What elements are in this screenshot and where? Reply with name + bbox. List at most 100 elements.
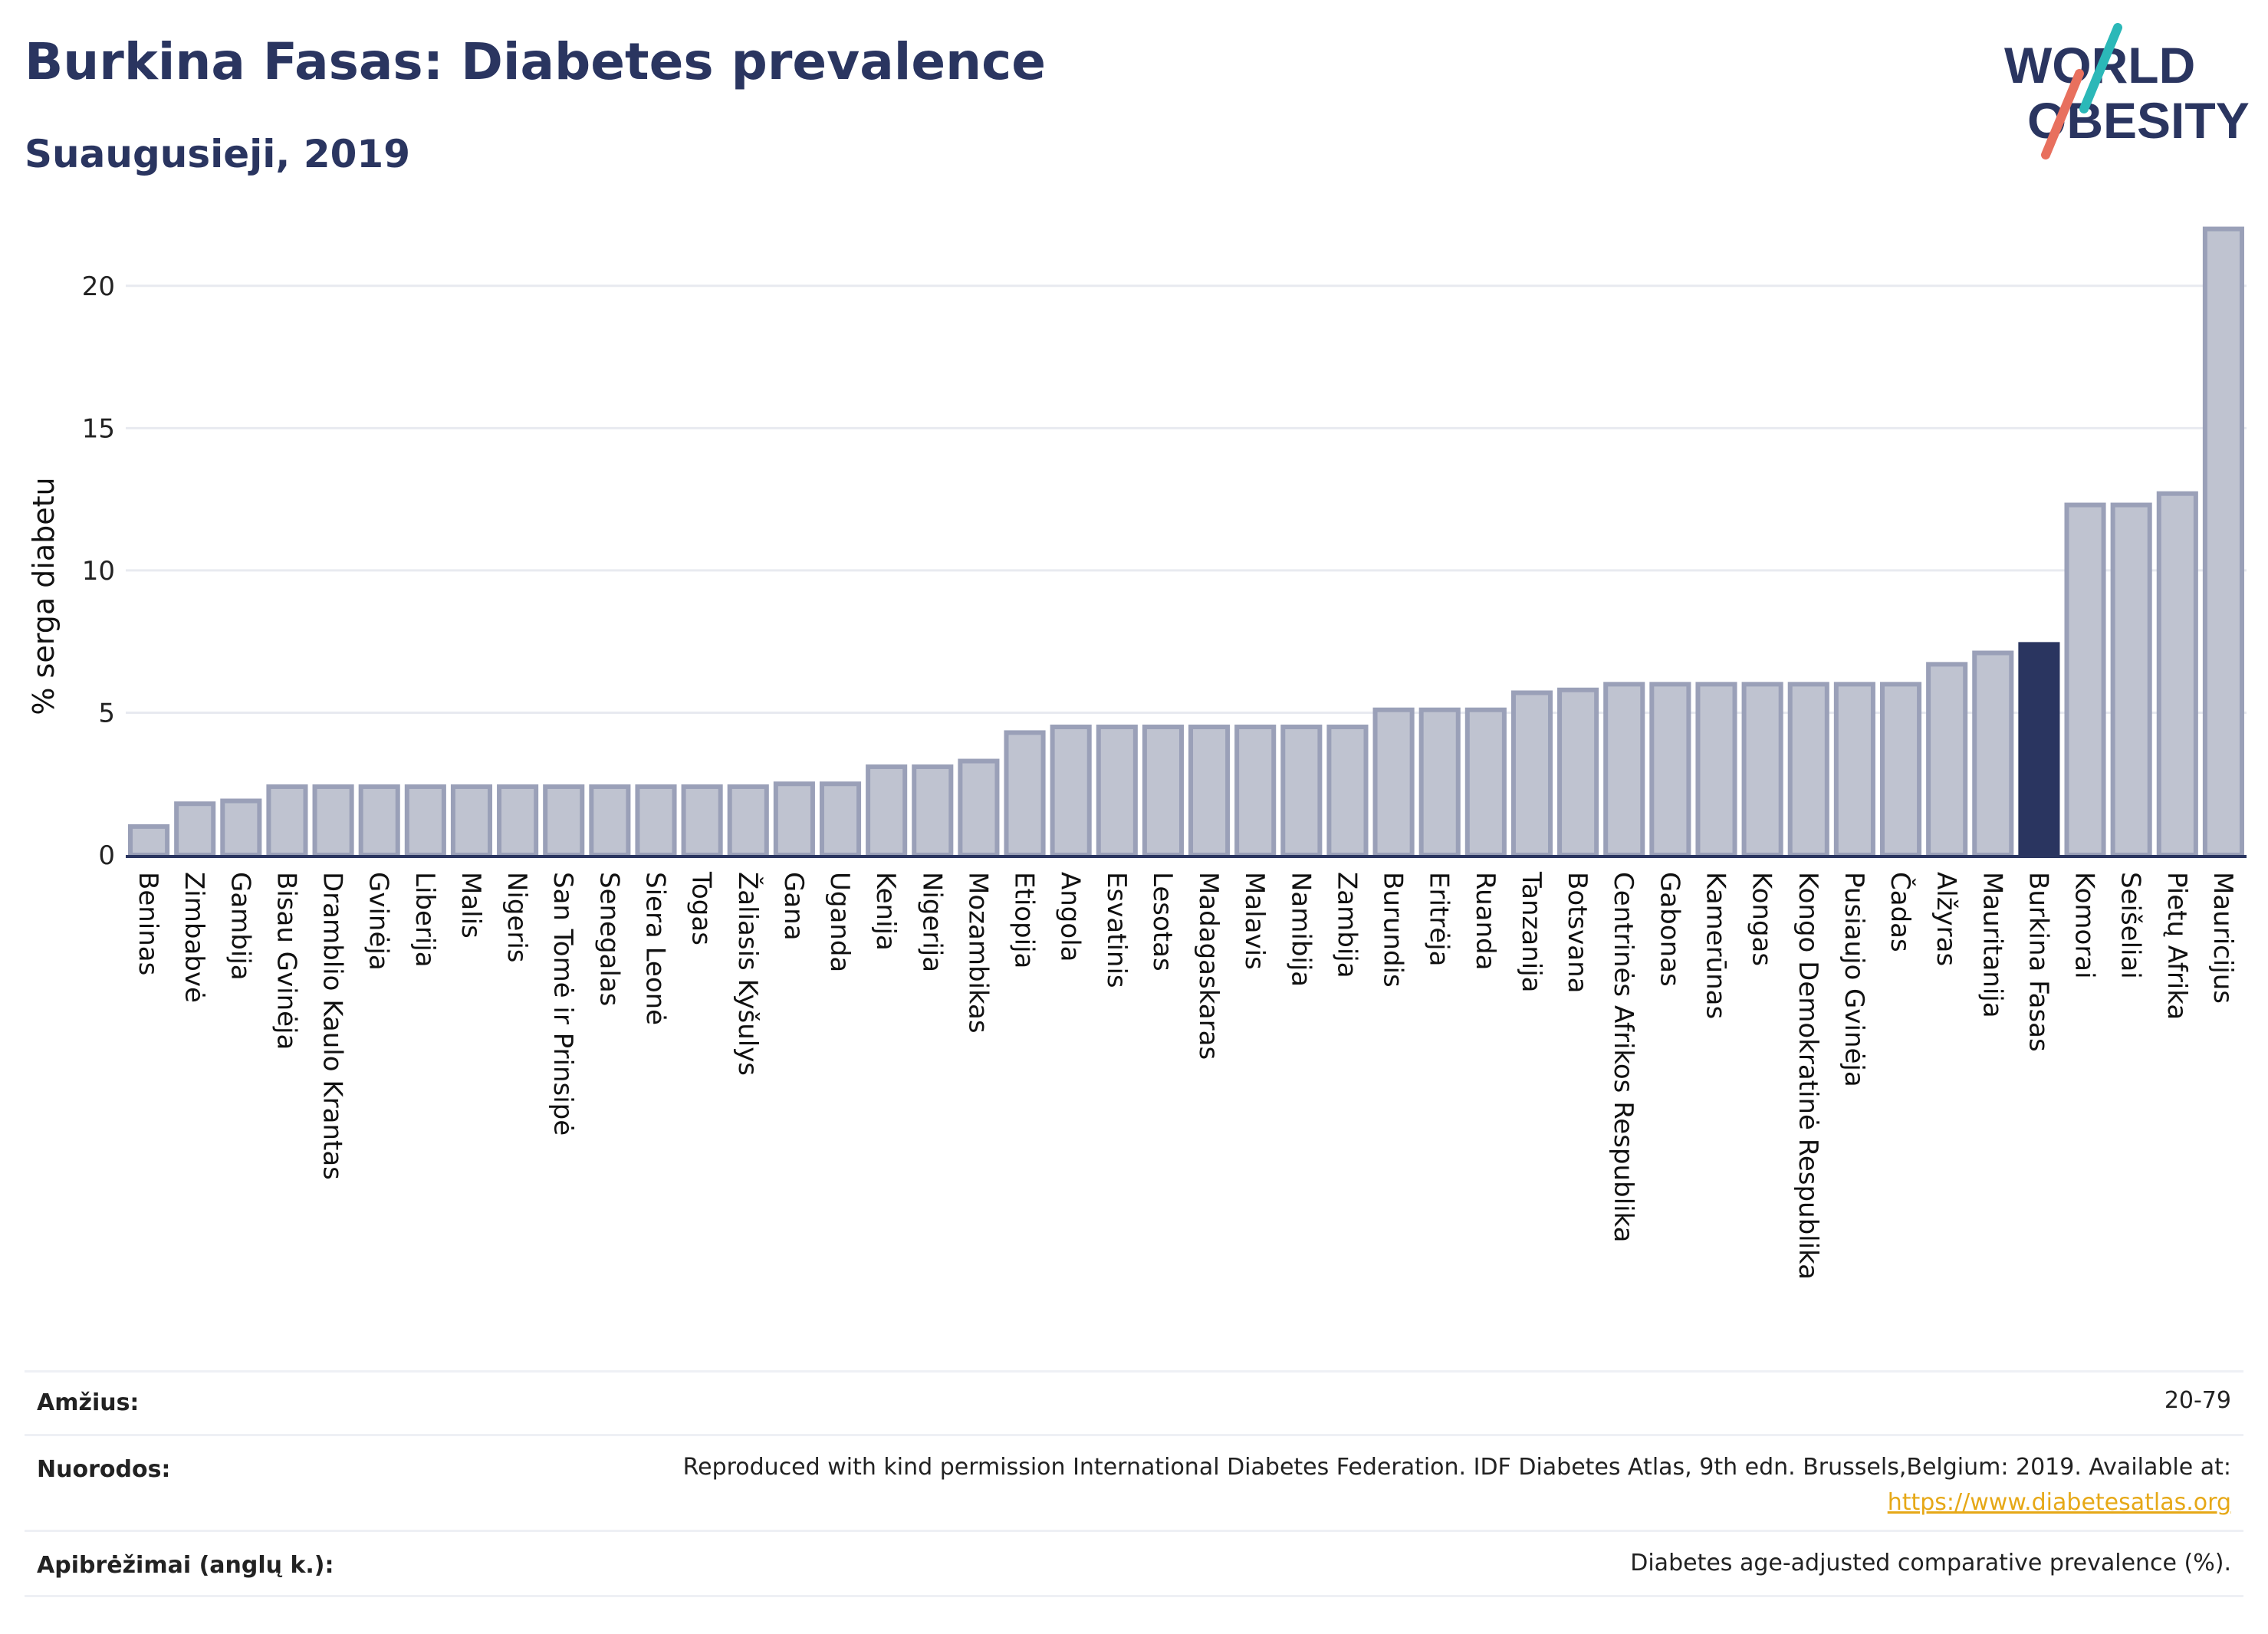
bar-8[interactable] bbox=[497, 784, 539, 858]
x-tick-label: Malavis bbox=[1239, 872, 1270, 970]
meta-divider bbox=[25, 1370, 2243, 1373]
bar-23[interactable] bbox=[1188, 725, 1231, 857]
x-tick-label: Tanzanija bbox=[1516, 871, 1547, 992]
x-tick-label: Gambija bbox=[225, 872, 255, 981]
bar-12[interactable] bbox=[681, 784, 723, 858]
x-tick-label: Etiopija bbox=[1009, 872, 1040, 968]
bar-6[interactable] bbox=[404, 784, 446, 858]
bar-11[interactable] bbox=[635, 784, 677, 858]
meta-divider bbox=[25, 1595, 2243, 1597]
age-value: 20-79 bbox=[2164, 1387, 2231, 1414]
x-tick-label: Nigerija bbox=[916, 872, 947, 972]
meta-row-refs: Nuorodos: Reproduced with kind permissio… bbox=[25, 1436, 2243, 1528]
x-tick-label: Angola bbox=[1055, 872, 1086, 962]
bar-28[interactable] bbox=[1418, 707, 1461, 857]
bars bbox=[128, 226, 2244, 858]
x-tick-label: Lesotas bbox=[1147, 872, 1178, 972]
refs-link[interactable]: https://www.diabetesatlas.org bbox=[1887, 1489, 2231, 1516]
bar-4[interactable] bbox=[312, 784, 354, 858]
bar-3[interactable] bbox=[266, 784, 308, 858]
bar-40[interactable] bbox=[1972, 650, 2014, 857]
bar-10[interactable] bbox=[589, 784, 631, 858]
bar-13[interactable] bbox=[727, 784, 769, 858]
bar-17[interactable] bbox=[912, 764, 954, 858]
bar-33[interactable] bbox=[1649, 682, 1691, 857]
bar-42[interactable] bbox=[2064, 502, 2106, 857]
x-tick-label: Beninas bbox=[133, 872, 163, 975]
x-tick-label: Siera Leonė bbox=[640, 872, 671, 1025]
bar-5[interactable] bbox=[358, 784, 400, 858]
refs-value: Reproduced with kind permission Internat… bbox=[682, 1454, 2231, 1481]
bar-45[interactable] bbox=[2202, 226, 2244, 857]
x-tick-label: Senegalas bbox=[593, 872, 624, 1006]
bar-chart: 0 5 10 15 20 Beninas Zimbabvė Gambija Bisau Gvi… bbox=[27, 226, 2247, 1280]
x-tick-label: Bisau Gvinėja bbox=[271, 872, 301, 1050]
x-tick-label: Uganda bbox=[824, 872, 855, 972]
bar-27[interactable] bbox=[1372, 707, 1415, 857]
x-tick-label: Burkina Fasas bbox=[2023, 872, 2053, 1052]
bar-36[interactable] bbox=[1787, 682, 1829, 857]
bar-7[interactable] bbox=[450, 784, 493, 858]
x-tick-label: Gabonas bbox=[1654, 872, 1685, 987]
x-tick-label: San Tomė ir Prinsipė bbox=[547, 872, 578, 1136]
x-tick-label: Komorai bbox=[2069, 872, 2100, 979]
meta-divider bbox=[25, 1434, 2243, 1436]
x-axis-labels: Beninas Zimbabvė Gambija Bisau Gvinėja Dramb… bbox=[133, 871, 2238, 1280]
bar-19[interactable] bbox=[1004, 730, 1046, 858]
bar-14[interactable] bbox=[773, 781, 815, 858]
bar-15[interactable] bbox=[819, 781, 862, 858]
x-tick-label: Seišeliai bbox=[2115, 872, 2146, 979]
x-tick-label: Mauricijus bbox=[2207, 872, 2238, 1004]
logo-stroke-teal bbox=[2079, 23, 2122, 113]
bar-34[interactable] bbox=[1695, 682, 1737, 857]
x-tick-label: Gvinėja bbox=[363, 872, 394, 971]
x-tick-label: Namibija bbox=[1285, 872, 1316, 987]
bar-18[interactable] bbox=[958, 758, 1000, 857]
x-tick-label: Esvatinis bbox=[1101, 872, 1132, 988]
bar-39[interactable] bbox=[1926, 662, 1968, 857]
bar-26[interactable] bbox=[1326, 725, 1369, 857]
defs-value: Diabetes age-adjusted comparative preval… bbox=[1630, 1550, 2231, 1576]
bar-43[interactable] bbox=[2110, 502, 2152, 857]
bar-29[interactable] bbox=[1464, 707, 1507, 857]
bar-22[interactable] bbox=[1142, 725, 1184, 857]
bar-30[interactable] bbox=[1510, 690, 1553, 858]
y-tick-label: 0 bbox=[98, 840, 115, 871]
age-label: Amžius: bbox=[37, 1389, 140, 1416]
x-tick-label: Pietų Afrika bbox=[2161, 872, 2192, 1020]
x-tick-label: Alžyras bbox=[1931, 872, 1961, 966]
bar-44[interactable] bbox=[2156, 491, 2198, 857]
y-tick-label: 15 bbox=[82, 413, 115, 444]
x-tick-label: Kongo Demokratinė Respublika bbox=[1793, 872, 1823, 1280]
x-tick-label: Čadas bbox=[1885, 872, 1916, 952]
bar-38[interactable] bbox=[1879, 682, 1922, 857]
x-tick-label: Madagaskaras bbox=[1193, 872, 1224, 1060]
bar-20[interactable] bbox=[1050, 725, 1092, 857]
x-tick-label: Zambija bbox=[1331, 872, 1362, 978]
x-tick-label: Togas bbox=[686, 871, 717, 945]
bar-2[interactable] bbox=[220, 798, 262, 857]
bar-1[interactable] bbox=[174, 801, 216, 857]
bar-25[interactable] bbox=[1280, 725, 1323, 857]
y-tick-label: 10 bbox=[82, 556, 115, 587]
x-tick-label: Mauritanija bbox=[1977, 872, 2007, 1018]
y-tick-label: 20 bbox=[82, 271, 115, 302]
page-subtitle: Suaugusieji, 2019 bbox=[25, 132, 410, 176]
bar-41[interactable] bbox=[2018, 642, 2060, 858]
bar-35[interactable] bbox=[1741, 682, 1783, 857]
x-tick-label: Žaliasis Kyšulys bbox=[732, 872, 764, 1076]
x-tick-label: Liberija bbox=[409, 872, 440, 968]
x-tick-label: Botsvana bbox=[1562, 872, 1593, 994]
bar-24[interactable] bbox=[1234, 725, 1277, 857]
x-tick-label: Malis bbox=[455, 872, 486, 939]
x-tick-label: Eritrėja bbox=[1424, 872, 1454, 966]
bar-0[interactable] bbox=[128, 824, 170, 858]
bar-21[interactable] bbox=[1096, 725, 1138, 857]
bar-32[interactable] bbox=[1603, 682, 1645, 857]
bar-31[interactable] bbox=[1557, 687, 1599, 857]
bar-9[interactable] bbox=[543, 784, 585, 858]
bar-37[interactable] bbox=[1833, 682, 1875, 857]
bar-16[interactable] bbox=[866, 764, 908, 858]
meta-row-age: Amžius: 20-79 bbox=[25, 1373, 2243, 1434]
y-axis-label: % serga diabetu bbox=[27, 477, 61, 715]
